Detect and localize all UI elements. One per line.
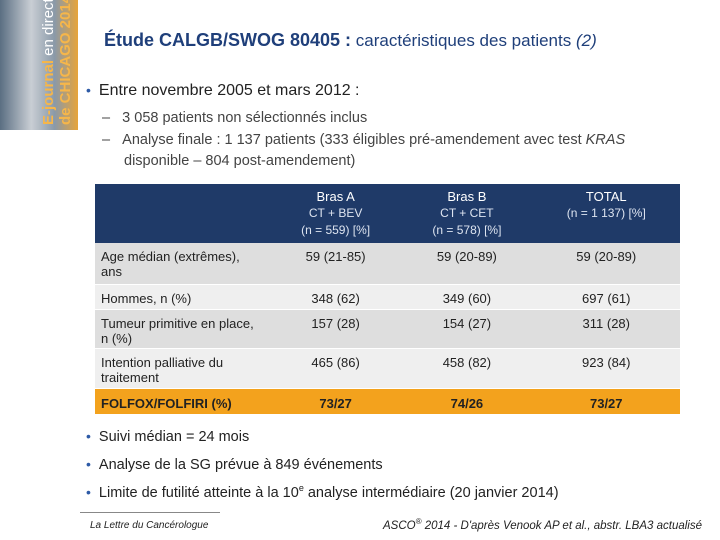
table-cell: 458 (82) xyxy=(442,354,492,370)
banner-line: E-journal xyxy=(40,59,57,125)
bullet-text: Entre novembre 2005 et mars 2012 : xyxy=(98,82,360,99)
header-cell: Bras A CT + BEV (n = 559) [%] xyxy=(270,184,402,243)
header-cell: Bras B CT + CET (n = 578) [%] xyxy=(401,184,533,243)
banner-line: en direct xyxy=(40,0,57,56)
sub-text: KRAS xyxy=(585,132,626,148)
dash: – xyxy=(102,110,123,126)
bullet-text: e xyxy=(298,483,304,493)
table-cell: Hommes, n (%) xyxy=(101,290,192,306)
bullet-text: analyse intermédiaire (20 janvier 2014) xyxy=(303,484,559,501)
table-cell: 311 (28) xyxy=(582,315,630,331)
bullet-text: Suivi médian = 24 mois xyxy=(98,429,250,445)
bullet-dot: • xyxy=(86,483,91,500)
header-line: (n = 578) [%] xyxy=(432,223,502,237)
footer-text: 2014 - D'après Venook AP et al., abstr. … xyxy=(421,519,702,532)
header-line: (n = 559) [%] xyxy=(301,223,371,237)
header-line: TOTAL xyxy=(585,189,627,204)
sub-text: disponible – 804 post-amendement) xyxy=(124,153,356,169)
table: Bras A CT + BEV (n = 559) [%] Bras B CT + CE… xyxy=(95,184,680,414)
title-rest: caractéristiques des patients xyxy=(355,31,572,50)
footer-right: ASCO® 2014 - D'après Venook AP et al., a… xyxy=(383,517,702,532)
footer-rule xyxy=(80,512,220,513)
header-cell: TOTAL (n = 1 137) [%] xyxy=(532,184,680,243)
bullet-list: • Suivi médian = 24 mois • Analyse de la SG… xyxy=(86,428,559,511)
table-cell: Tumeur primitive en place, n (%) xyxy=(101,315,254,346)
table-cell: 923 (84) xyxy=(582,354,631,370)
header-cell xyxy=(95,184,270,243)
table-row: Hommes, n (%) 348 (62) 349 (60) 697 (61) xyxy=(95,284,680,309)
title-main: Étude CALGB/SWOG 80405 : xyxy=(104,30,352,50)
table-cell: 59 (21-85) xyxy=(305,249,366,264)
header-row: Bras A CT + BEV (n = 559) [%] Bras B CT + CE… xyxy=(95,184,680,243)
footer-left: La Lettre du Cancérologue xyxy=(90,520,209,531)
banner-line: E-journal en direct xyxy=(40,0,57,125)
table-row: Tumeur primitive en place, n (%) 157 (28)… xyxy=(95,309,680,348)
sub-item: – Analyse finale : 1 137 patients (333 é… xyxy=(102,130,692,172)
bullet: • Entre novembre 2005 et mars 2012 : xyxy=(86,82,360,99)
banner-text: E-journal en direct de CHICAGO 2014 xyxy=(40,0,74,125)
dash: – xyxy=(102,132,123,148)
bullet-text: Analyse de la SG prévue à 849 événements xyxy=(98,456,383,473)
footer-sup: ® xyxy=(415,517,422,526)
header-line: CT + CET xyxy=(440,206,494,220)
bullet-text: Limite de futilité atteinte à la 10 xyxy=(98,484,299,501)
table-cell: 59 (20-89) xyxy=(436,249,497,264)
table-cell: FOLFOX/FOLFIRI (%) xyxy=(101,395,232,411)
table-row: Age médian (extrêmes), ans 59 (21-85) 59 (… xyxy=(95,243,680,284)
table-cell: Intention palliative du traitement xyxy=(101,354,224,385)
header-line: CT + BEV xyxy=(308,206,363,220)
table-cell: 349 (60) xyxy=(442,290,492,306)
banner: E-journal en direct de CHICAGO 2014 xyxy=(0,0,78,130)
header-line: Bras A xyxy=(316,189,355,204)
header-line: (n = 1 137) [%] xyxy=(566,206,646,220)
sub-list: – 3 058 patients non sélectionnés inclus… xyxy=(102,108,692,173)
table-cell: 465 (86) xyxy=(311,354,360,370)
sub-text: Analyse finale : 1 137 patients (333 éli… xyxy=(122,132,586,148)
table-cell: 348 (62) xyxy=(311,290,360,306)
title: Étude CALGB/SWOG 80405 : caractéristique… xyxy=(104,30,597,51)
footer-text: ASCO xyxy=(383,519,416,532)
table-cell: 73/27 xyxy=(589,395,623,411)
table-row: FOLFOX/FOLFIRI (%) 73/27 74/26 73/27 xyxy=(95,388,680,414)
table-cell: Age médian (extrêmes), ans xyxy=(101,249,240,279)
table-cell: 59 (20-89) xyxy=(576,249,637,264)
header-line: Bras B xyxy=(447,189,487,204)
table-cell: 74/26 xyxy=(450,395,484,411)
bullet-dot: • xyxy=(86,455,91,472)
sub-text: 3 058 patients non sélectionnés inclus xyxy=(122,110,368,126)
table-cell: 157 (28) xyxy=(311,315,360,331)
bullet: • Analyse de la SG prévue à 849 événement… xyxy=(86,456,559,484)
banner-line: de CHICAGO 2014 xyxy=(57,0,74,125)
bullet: • Suivi médian = 24 mois xyxy=(86,428,559,456)
table-cell: 697 (61) xyxy=(582,290,631,306)
table-row: Intention palliative du traitement 465 (8… xyxy=(95,348,680,388)
table-cell: 154 (27) xyxy=(442,315,492,331)
bullet-dot: • xyxy=(86,428,91,444)
sub-item: – 3 058 patients non sélectionnés inclus xyxy=(102,108,692,129)
bullet: • Limite de futilité atteinte à la 10e an… xyxy=(86,483,559,511)
table-cell: 73/27 xyxy=(319,395,352,411)
title-end: (2) xyxy=(575,31,597,50)
